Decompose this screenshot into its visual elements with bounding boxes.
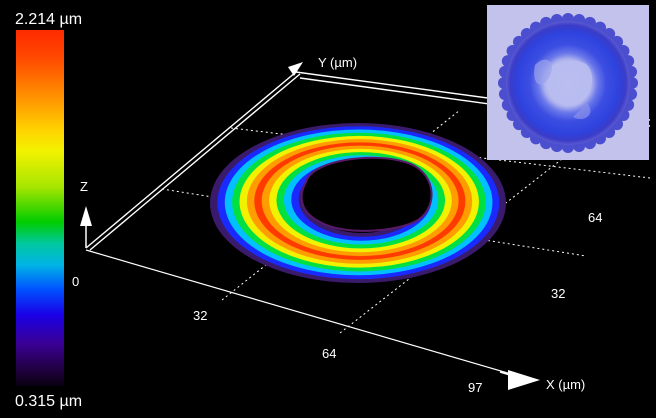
colorbar-min-label: 0.315 µm	[15, 393, 83, 410]
x-axis-label: X (µm)	[546, 377, 586, 392]
height-colorbar	[16, 30, 64, 386]
x-axis-arrow	[499, 370, 540, 390]
colorbar-zero-label: 0	[72, 274, 80, 289]
ring-inner-hole	[300, 156, 433, 232]
y-tick-32: 32	[551, 286, 566, 301]
y-tick-64: 64	[588, 210, 603, 225]
y-axis-arrow	[288, 62, 303, 76]
top-view-image	[487, 5, 649, 160]
y-axis-label: Y (µm)	[318, 55, 358, 70]
z-axis-arrow	[80, 206, 92, 248]
colorbar-max-label: 2.214 µm	[15, 11, 83, 28]
x-tick-97: 97	[468, 380, 483, 395]
z-axis-label: Z	[80, 179, 88, 194]
x-tick-32: 32	[193, 308, 208, 323]
x-tick-64: 64	[322, 346, 337, 361]
top-view-ring-icon	[498, 13, 638, 153]
